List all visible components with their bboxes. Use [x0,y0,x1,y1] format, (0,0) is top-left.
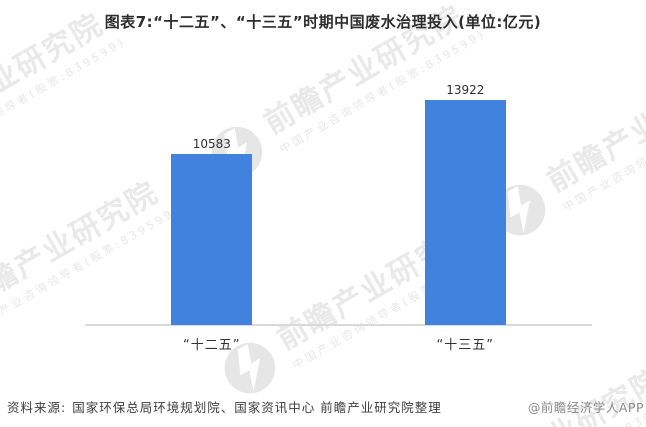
brand-watermark: 前瞻产业研究院中国产业咨询领导者(股票:839599) [213,208,503,409]
x-axis-tick-label: “十三五” [436,338,495,353]
app-credit: @前瞻经济学人APP [527,400,644,415]
source-text: 国家环保总局环境规划院、国家资讯中心 前瞻产业研究院整理 [72,400,442,415]
x-axis-line [85,324,592,326]
bar [424,100,506,325]
qianzhan-globe-icon [213,331,289,408]
bar [171,154,253,325]
source-line: 资料来源: 国家环保总局环境规划院、国家资讯中心 前瞻产业研究院整理 [7,397,442,416]
brand-watermark: 前瞻产业研究院中国产业咨询领导者(股票:839599) [483,50,646,251]
source-label: 资料来源: [7,400,67,415]
plot-area: 10583 “十二五” 13922 “十三五” [85,83,592,353]
bar-value-label: 13922 [446,83,485,97]
bar-value-label: 10583 [192,137,231,151]
qianzhan-globe-icon [483,173,559,250]
chart-title: 图表7:“十二五”、“十三五”时期中国废水治理投入(单位:亿元) [104,13,542,31]
x-axis-tick-label: “十二五” [183,338,241,353]
